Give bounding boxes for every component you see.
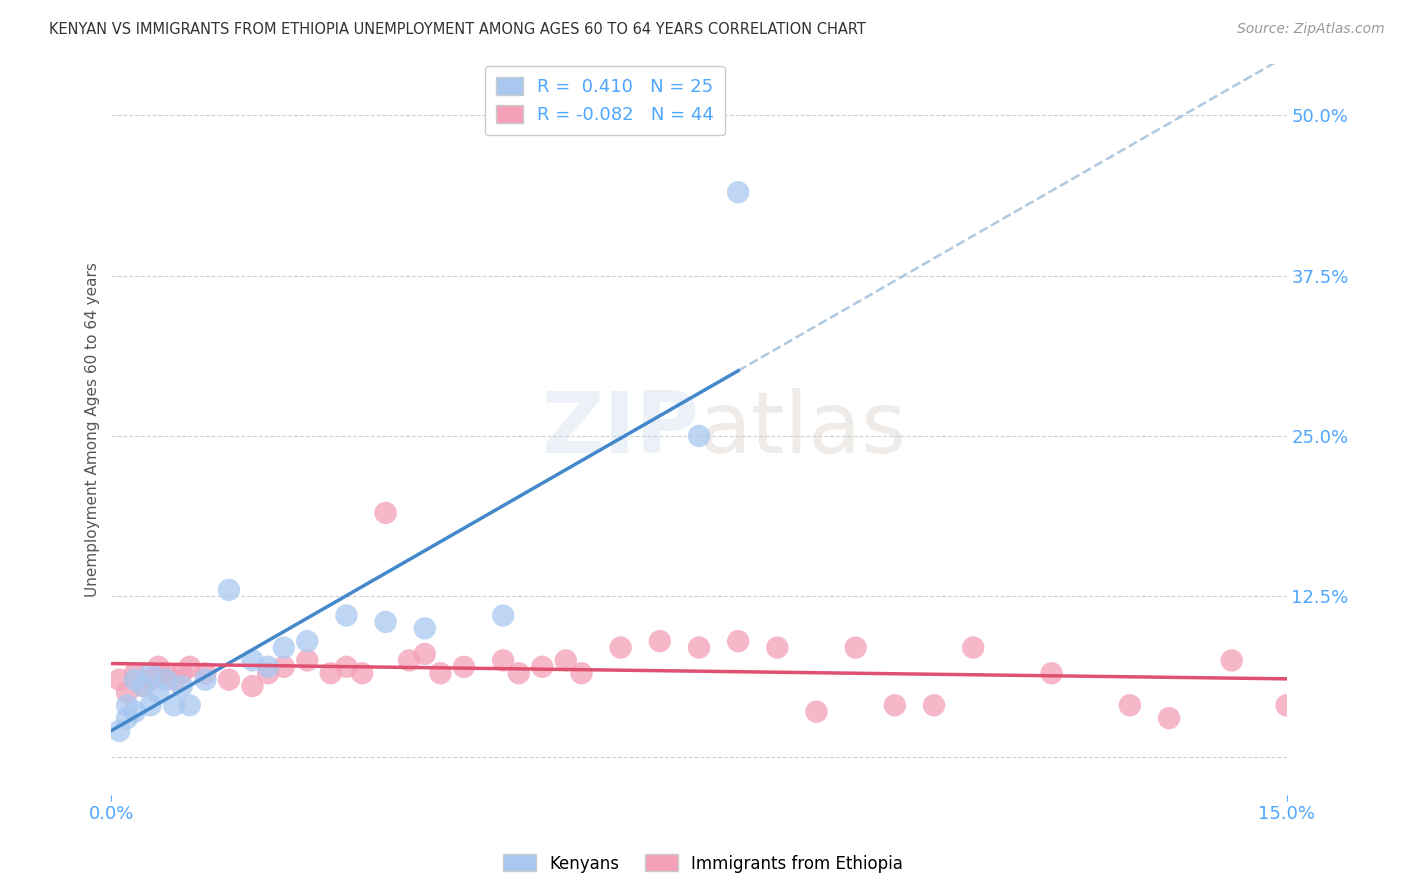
Point <box>170 666 193 681</box>
Point <box>115 685 138 699</box>
Point <box>170 679 193 693</box>
Point <box>139 698 162 713</box>
Point <box>1119 698 1142 713</box>
Text: KENYAN VS IMMIGRANTS FROM ETHIOPIA UNEMPLOYMENT AMONG AGES 60 TO 64 YEARS CORREL: KENYAN VS IMMIGRANTS FROM ETHIOPIA UNEMP… <box>49 22 866 37</box>
Point <box>335 660 357 674</box>
Point <box>155 666 177 681</box>
Point <box>319 666 342 681</box>
Point <box>806 705 828 719</box>
Y-axis label: Unemployment Among Ages 60 to 64 years: Unemployment Among Ages 60 to 64 years <box>86 262 100 597</box>
Legend: R =  0.410   N = 25, R = -0.082   N = 44: R = 0.410 N = 25, R = -0.082 N = 44 <box>485 66 725 136</box>
Point <box>1275 698 1298 713</box>
Point <box>766 640 789 655</box>
Point <box>1040 666 1063 681</box>
Point <box>257 660 280 674</box>
Point <box>148 685 170 699</box>
Point <box>257 666 280 681</box>
Point <box>508 666 530 681</box>
Text: ZIP: ZIP <box>541 388 699 471</box>
Point <box>218 673 240 687</box>
Point <box>492 653 515 667</box>
Point <box>194 666 217 681</box>
Point <box>727 634 749 648</box>
Point <box>453 660 475 674</box>
Point <box>139 673 162 687</box>
Point <box>273 640 295 655</box>
Point <box>108 673 131 687</box>
Point <box>374 615 396 629</box>
Point <box>492 608 515 623</box>
Point <box>571 666 593 681</box>
Point <box>1220 653 1243 667</box>
Point <box>273 660 295 674</box>
Point <box>132 679 155 693</box>
Point <box>194 673 217 687</box>
Point <box>163 673 186 687</box>
Point <box>179 660 201 674</box>
Point <box>374 506 396 520</box>
Point <box>688 640 710 655</box>
Point <box>148 660 170 674</box>
Point <box>352 666 374 681</box>
Point <box>727 186 749 200</box>
Point <box>922 698 945 713</box>
Point <box>845 640 868 655</box>
Point <box>1157 711 1180 725</box>
Point <box>139 666 162 681</box>
Point <box>115 698 138 713</box>
Text: Source: ZipAtlas.com: Source: ZipAtlas.com <box>1237 22 1385 37</box>
Point <box>688 429 710 443</box>
Point <box>531 660 554 674</box>
Point <box>335 608 357 623</box>
Point <box>429 666 451 681</box>
Point <box>218 582 240 597</box>
Point <box>413 647 436 661</box>
Point <box>648 634 671 648</box>
Point <box>124 705 146 719</box>
Point <box>155 673 177 687</box>
Point <box>883 698 905 713</box>
Legend: Kenyans, Immigrants from Ethiopia: Kenyans, Immigrants from Ethiopia <box>496 847 910 880</box>
Text: atlas: atlas <box>699 388 907 471</box>
Point <box>242 679 264 693</box>
Point <box>297 634 319 648</box>
Point <box>554 653 576 667</box>
Point <box>115 711 138 725</box>
Point <box>163 698 186 713</box>
Point <box>609 640 631 655</box>
Point <box>124 666 146 681</box>
Point <box>179 698 201 713</box>
Point <box>962 640 984 655</box>
Point <box>124 673 146 687</box>
Point <box>132 679 155 693</box>
Point <box>398 653 420 667</box>
Point <box>108 723 131 738</box>
Point <box>242 653 264 667</box>
Point <box>413 621 436 635</box>
Point <box>297 653 319 667</box>
